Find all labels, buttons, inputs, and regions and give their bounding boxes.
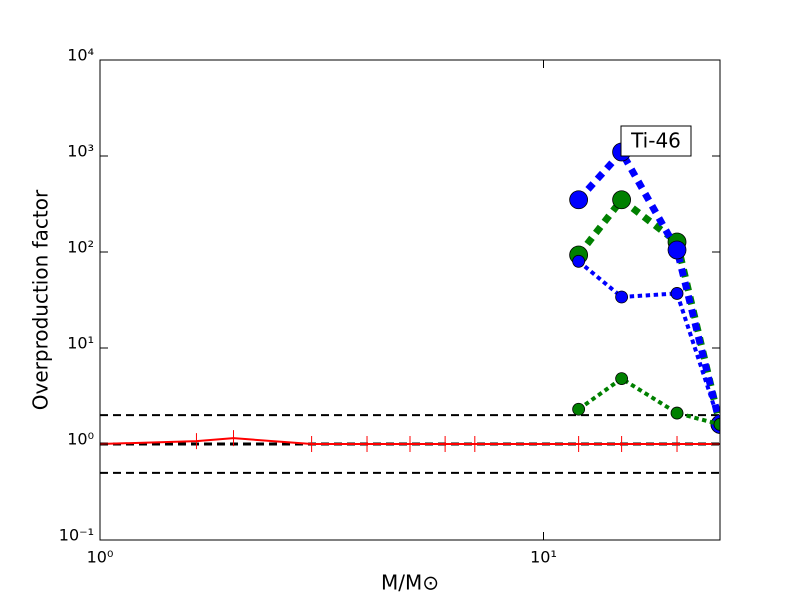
y-tick-label: 10⁴ — [67, 46, 94, 65]
series-line — [577, 376, 720, 427]
series-line — [576, 146, 720, 426]
y-tick-label: 10³ — [67, 142, 94, 161]
marker — [572, 254, 586, 268]
marker — [616, 436, 627, 452]
marker — [612, 190, 632, 210]
marker — [228, 430, 239, 447]
y-tick-label: 10² — [67, 238, 94, 257]
marker — [573, 436, 584, 452]
marker — [572, 402, 586, 416]
marker — [713, 418, 720, 431]
y-tick-label: 10⁰ — [67, 430, 94, 449]
marker — [405, 436, 415, 452]
series-line — [100, 437, 720, 445]
marker — [306, 436, 317, 452]
annotation: Ti-46 — [630, 129, 681, 153]
marker — [670, 287, 684, 300]
y-tick-label: 10¹ — [67, 334, 94, 353]
marker — [362, 436, 373, 452]
annotation-box — [620, 125, 692, 157]
axes-frame — [99, 59, 721, 541]
marker — [569, 190, 589, 210]
x-axis-label: M/M⊙ — [381, 571, 439, 595]
series-line — [577, 259, 720, 426]
series-line — [575, 194, 720, 426]
x-tick-label: 10¹ — [530, 548, 557, 567]
marker — [440, 436, 451, 452]
y-axis-label: Overproduction factor — [29, 189, 53, 410]
marker — [670, 406, 684, 420]
marker — [667, 240, 687, 260]
marker — [615, 290, 629, 304]
y-tick-label: 10⁻¹ — [59, 526, 94, 545]
marker — [672, 436, 683, 452]
marker — [469, 436, 480, 452]
marker — [615, 372, 629, 386]
x-tick-label: 10⁰ — [87, 548, 114, 567]
marker — [191, 433, 202, 450]
